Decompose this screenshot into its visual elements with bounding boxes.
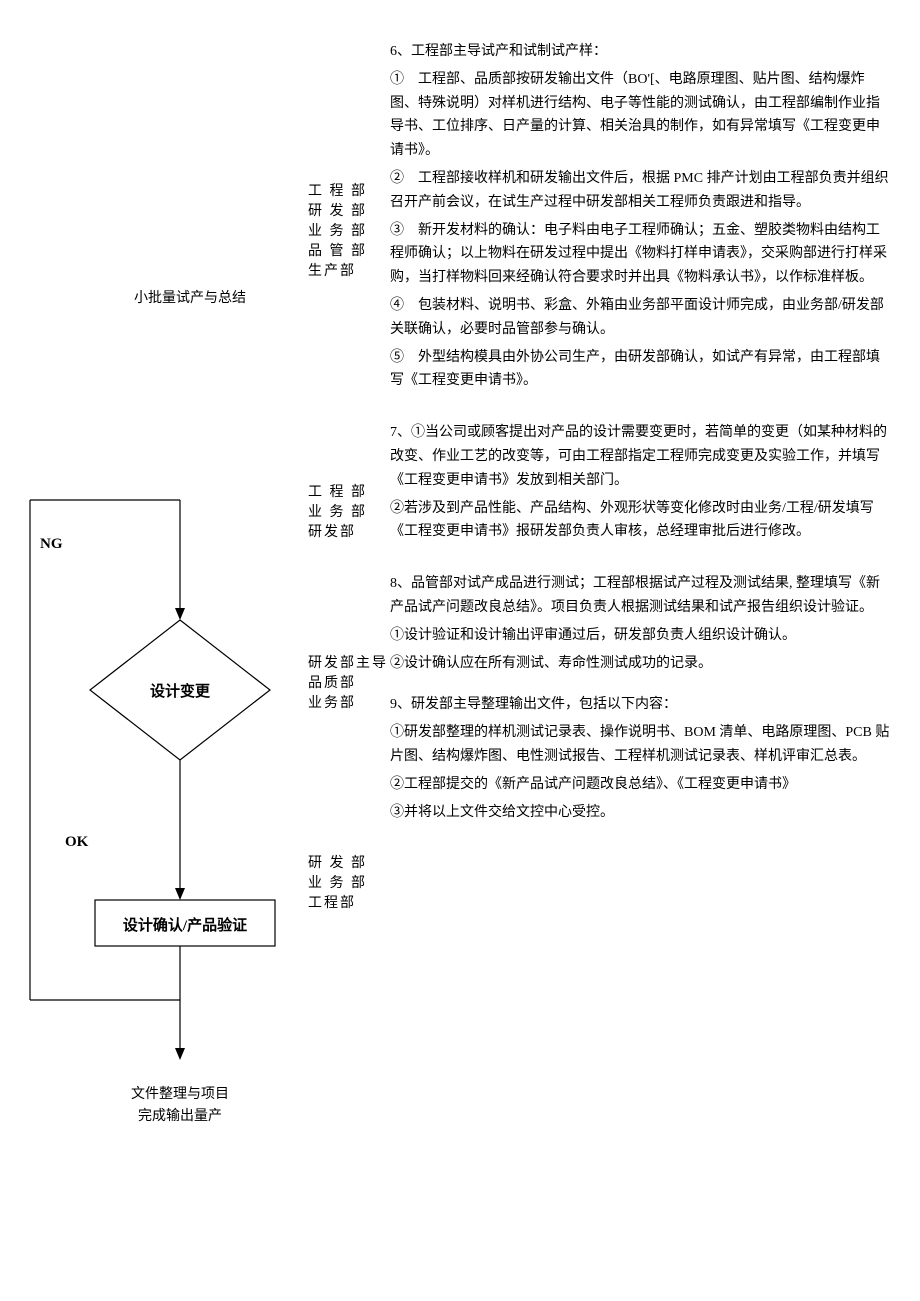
dept-label: 研发部 [308, 521, 382, 541]
paragraph: ② 工程部接收样机和研发输出文件后，根据 PMC 排产计划由工程部负责并组织召开… [390, 167, 890, 215]
dept-label: 业 务 部 [308, 220, 382, 240]
paragraph: 7、①当公司或顾客提出对产品的设计需要变更时，若简单的变更（如某种材料的改变、作… [390, 421, 890, 492]
dept-label: 业 务 部 [308, 501, 382, 521]
paragraph: ②若涉及到产品性能、产品结构、外观形状等变化修改时由业务/工程/研发填写《工程变… [390, 497, 890, 545]
arrowhead-icon [175, 888, 185, 900]
dept-label: 工程部 [308, 892, 382, 912]
paragraph: ① 工程部、品质部按研发输出文件（BO'[、电路原理图、贴片图、结构爆炸图、特殊… [390, 68, 890, 163]
flowchart-svg: 小批量试产与总结 NG 设计变更 OK 设计确认/产品验证 [20, 40, 300, 1140]
dept-block-7: 工 程 部 业 务 部 研发部 [300, 421, 390, 548]
dept-label: 生产部 [308, 260, 382, 280]
flowchart-column: 小批量试产与总结 NG 设计变更 OK 设计确认/产品验证 [20, 40, 300, 1140]
svg-text:设计确认/产品验证: 设计确认/产品验证 [123, 916, 247, 934]
paragraph: ②工程部提交的《新产品试产问题改良总结》、《工程变更申请书》 [390, 773, 890, 797]
arrowhead-icon [175, 1048, 185, 1060]
dept-label: 研 发 部 [308, 200, 382, 220]
dept-label: 研发部主导 [308, 652, 382, 672]
paragraph: ②设计确认应在所有测试、寿命性测试成功的记录。 [390, 652, 890, 676]
dept-label: 工 程 部 [308, 481, 382, 501]
arrowhead-icon [175, 608, 185, 620]
flow-node-trial: 小批量试产与总结 [134, 290, 246, 306]
text-section-7: 7、①当公司或顾客提出对产品的设计需要变更时，若简单的变更（如某种材料的改变、作… [390, 421, 890, 548]
flow-node-output-l2: 完成输出量产 [138, 1108, 222, 1124]
paragraph: 8、品管部对试产成品进行测试；工程部根据试产过程及测试结果, 整理填写《新产品试… [390, 572, 890, 620]
text-section-6: 6、工程部主导试产和试制试产样： ① 工程部、品质部按研发输出文件（BO'[、电… [390, 40, 890, 397]
dept-label: 研 发 部 [308, 852, 382, 872]
paragraph: ①设计验证和设计输出评审通过后，研发部负责人组织设计确认。 [390, 624, 890, 648]
dept-label: 业 务 部 [308, 872, 382, 892]
flow-label-ok: OK [65, 834, 89, 850]
dept-label: 品质部 [308, 672, 382, 692]
paragraph: ③并将以上文件交给文控中心受控。 [390, 801, 890, 825]
heading-9: 9、研发部主导整理输出文件，包括以下内容： [390, 693, 890, 717]
paragraph: ④ 包装材料、说明书、彩盒、外箱由业务部平面设计师完成，由业务部/研发部关联确认… [390, 294, 890, 342]
dept-label: 品 管 部 [308, 240, 382, 260]
dept-block-6: 工 程 部 研 发 部 业 务 部 品 管 部 生产部 [300, 40, 390, 397]
dept-label: 工 程 部 [308, 180, 382, 200]
flow-node-output-l1: 文件整理与项目 [131, 1086, 229, 1102]
dept-block-8: 研发部主导 品质部 业务部 [300, 572, 390, 828]
flow-label-ng: NG [40, 536, 63, 552]
paragraph: ⑤ 外型结构模具由外协公司生产，由研发部确认，如试产有异常，由工程部填写《工程变… [390, 346, 890, 394]
paragraph: ①研发部整理的样机测试记录表、操作说明书、BOM 清单、电路原理图、PCB 贴片… [390, 721, 890, 769]
dept-block-9: 研 发 部 业 务 部 工程部 [300, 852, 390, 912]
svg-text:设计变更: 设计变更 [150, 682, 211, 700]
heading-6: 6、工程部主导试产和试制试产样： [390, 40, 890, 64]
dept-label: 业务部 [308, 692, 382, 712]
paragraph: ③ 新开发材料的确认：电子料由电子工程师确认；五金、塑胶类物料由结构工程师确认；… [390, 219, 890, 290]
text-section-8-9: 8、品管部对试产成品进行测试；工程部根据试产过程及测试结果, 整理填写《新产品试… [390, 572, 890, 828]
